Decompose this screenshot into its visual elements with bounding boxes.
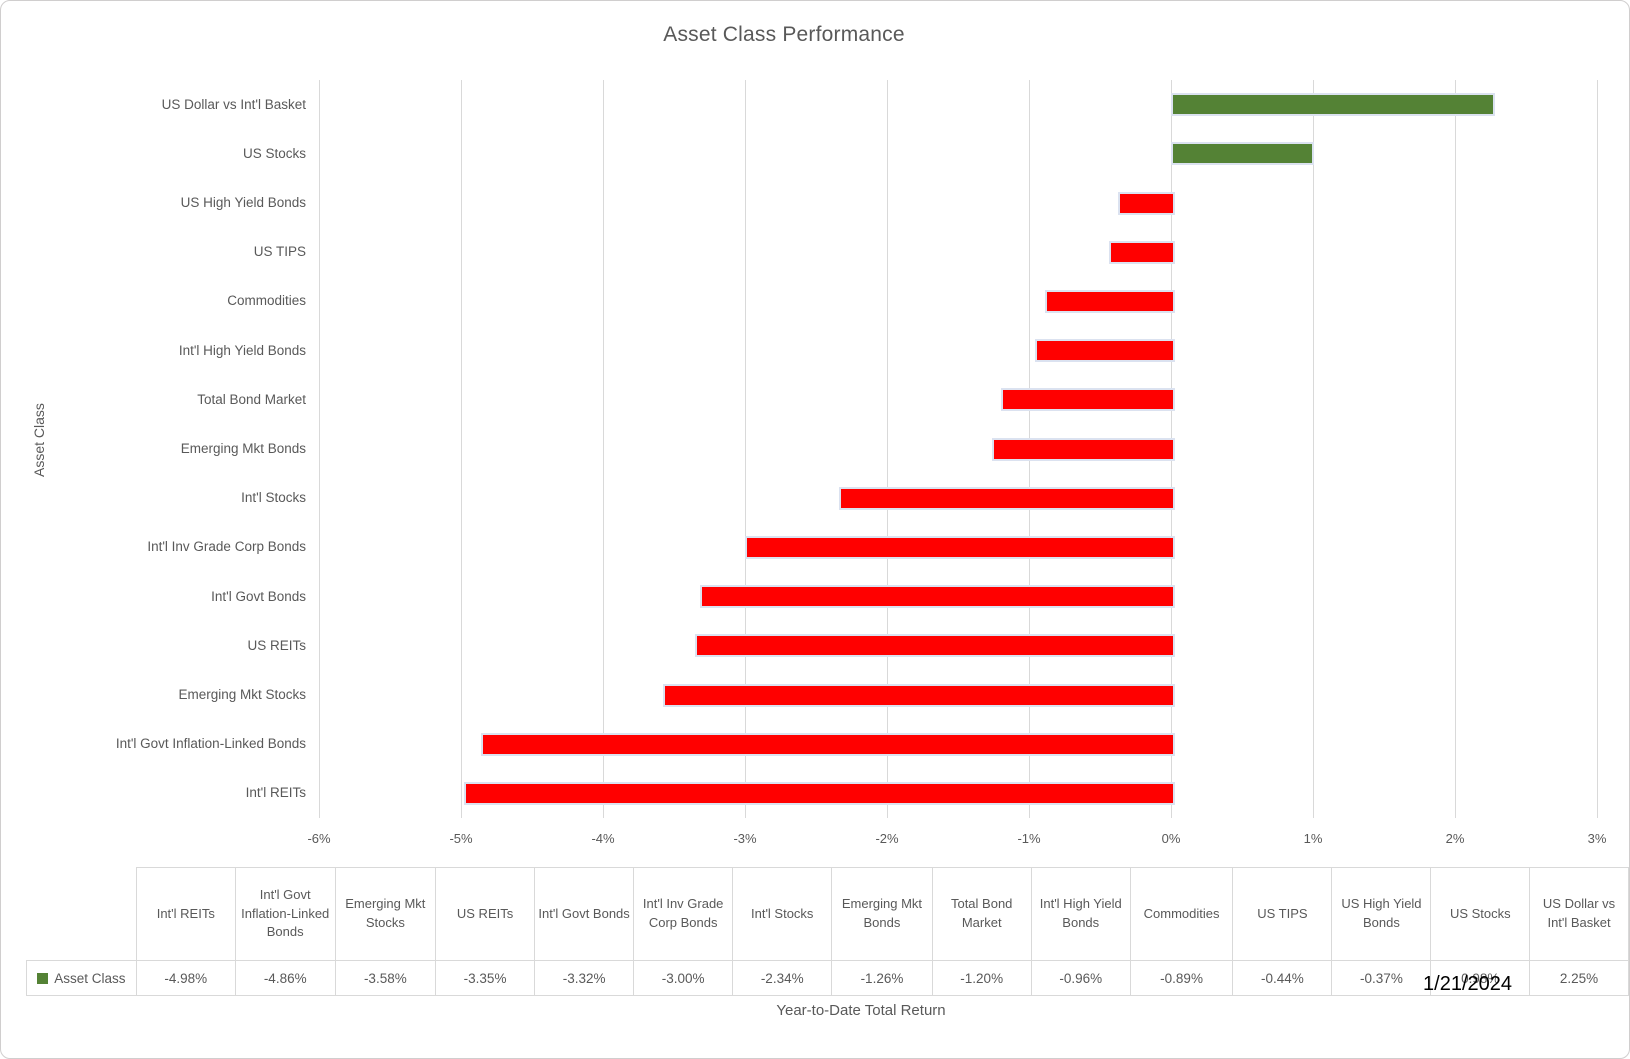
x-tick-label-neg5pct: -5% <box>449 831 473 846</box>
category-label-int-l-high-yield-bonds: Int'l High Yield Bonds <box>178 342 306 358</box>
table-value-emerging-mkt-bonds: -1.26% <box>831 960 933 996</box>
category-label-emerging-mkt-stocks: Emerging Mkt Stocks <box>178 687 306 702</box>
category-label-commodities: Commodities <box>227 293 306 309</box>
bar-int-l-inv-grade-corp-bonds[interactable] <box>745 535 1175 559</box>
gridline <box>1313 80 1314 818</box>
table-value-int-l-inv-grade-corp-bonds: -3.00% <box>633 960 734 996</box>
table-header-us-dollar-vs-int-l-basket: US Dollar vs Int'l Basket <box>1529 867 1629 961</box>
bar-emerging-mkt-stocks[interactable] <box>662 683 1175 707</box>
table-value-us-tips: -0.44% <box>1232 960 1333 996</box>
gridline <box>319 80 320 818</box>
category-label-int-l-reits: Int'l REITs <box>245 785 306 801</box>
x-tick-label-0pct: 0% <box>1161 831 1181 846</box>
category-label-total-bond-market: Total Bond Market <box>197 391 306 407</box>
legend-key-icon <box>37 972 49 984</box>
table-value-int-l-high-yield-bonds: -0.96% <box>1030 960 1131 996</box>
category-label-us-reits: US REITs <box>247 637 306 653</box>
table-value-int-l-reits: -4.98% <box>135 960 236 996</box>
bar-int-l-govt-inflation-linked-bonds[interactable] <box>480 732 1175 756</box>
table-header-int-l-high-yield-bonds: Int'l High Yield Bonds <box>1030 867 1131 961</box>
table-value-us-stocks: 0.98% <box>1430 960 1531 996</box>
table-header-emerging-mkt-bonds: Emerging Mkt Bonds <box>831 867 933 961</box>
table-header-us-tips: US TIPS <box>1232 867 1333 961</box>
bar-emerging-mkt-bonds[interactable] <box>992 437 1175 461</box>
bar-commodities[interactable] <box>1044 289 1175 313</box>
table-value-us-reits: -3.35% <box>435 960 536 996</box>
table-value-us-dollar-vs-int-l-basket: 2.25% <box>1529 960 1629 996</box>
bar-us-reits[interactable] <box>695 634 1175 658</box>
x-tick-label-neg2pct: -2% <box>875 831 899 846</box>
bar-int-l-stocks[interactable] <box>838 486 1175 510</box>
table-corner-spacer <box>27 868 137 961</box>
table-value-row: Asset Class -4.98% -4.86% -3.58% -3.35% -3.3… <box>26 960 1629 996</box>
gridline <box>603 80 604 818</box>
table-value-emerging-mkt-stocks: -3.58% <box>334 960 437 996</box>
x-axis-title: Year-to-Date Total Return <box>776 1002 946 1019</box>
gridline <box>745 80 746 818</box>
table-header-int-l-inv-grade-corp-bonds: Int'l Inv Grade Corp Bonds <box>633 867 734 961</box>
table-value-int-l-stocks: -2.34% <box>732 960 833 996</box>
chart-data-table: Int'l REITs Int'l Govt Inflation-Linked B… <box>26 867 1629 996</box>
category-label-us-dollar-vs-int-l-basket: US Dollar vs Int'l Basket <box>161 96 306 112</box>
table-value-commodities: -0.89% <box>1129 960 1234 996</box>
bar-total-bond-market[interactable] <box>1000 388 1175 412</box>
table-header-int-l-govt-bonds: Int'l Govt Bonds <box>534 867 635 961</box>
table-header-us-stocks: US Stocks <box>1430 867 1531 961</box>
table-header-int-l-govt-inflation-linked-bonds: Int'l Govt Inflation-Linked Bonds <box>234 867 336 961</box>
gridline <box>461 80 462 818</box>
table-value-int-l-govt-bonds: -3.32% <box>534 960 635 996</box>
gridline <box>1455 80 1456 818</box>
category-label-us-stocks: US Stocks <box>242 145 306 161</box>
gridline <box>887 80 888 818</box>
category-label-us-tips: US TIPS <box>253 244 306 260</box>
table-value-int-l-govt-inflation-linked-bonds: -4.86% <box>234 960 336 996</box>
x-tick-label-neg4pct: -4% <box>591 831 615 846</box>
chart-title: Asset Class Performance <box>663 23 905 46</box>
bar-int-l-govt-bonds[interactable] <box>699 585 1175 609</box>
bar-int-l-reits[interactable] <box>463 781 1175 805</box>
category-label-int-l-inv-grade-corp-bonds: Int'l Inv Grade Corp Bonds <box>147 539 306 555</box>
category-label-emerging-mkt-bonds: Emerging Mkt Bonds <box>180 441 306 456</box>
x-tick-label-neg6pct: -6% <box>307 831 331 846</box>
gridline <box>1597 80 1598 818</box>
table-header-int-l-reits: Int'l REITs <box>135 867 236 961</box>
legend-cell: Asset Class <box>26 960 137 996</box>
table-header-int-l-stocks: Int'l Stocks <box>732 867 833 961</box>
bar-us-stocks[interactable] <box>1171 142 1315 166</box>
x-tick-label-3pct: 3% <box>1587 831 1607 846</box>
bar-us-high-yield-bonds[interactable] <box>1118 191 1175 215</box>
bar-us-dollar-vs-int-l-basket[interactable] <box>1171 93 1495 117</box>
bar-int-l-high-yield-bonds[interactable] <box>1034 339 1175 363</box>
x-tick-label-neg1pct: -1% <box>1017 831 1041 846</box>
table-header-total-bond-market: Total Bond Market <box>931 867 1032 961</box>
category-label-int-l-govt-inflation-linked-bonds: Int'l Govt Inflation-Linked Bonds <box>115 736 306 752</box>
table-header-us-high-yield-bonds: US High Yield Bonds <box>1331 867 1432 961</box>
table-value-us-high-yield-bonds: -0.37% <box>1331 960 1432 996</box>
category-label-int-l-govt-bonds: Int'l Govt Bonds <box>211 588 306 604</box>
table-header-us-reits: US REITs <box>435 867 536 961</box>
table-header-emerging-mkt-stocks: Emerging Mkt Stocks <box>334 867 437 961</box>
table-header-commodities: Commodities <box>1129 867 1234 961</box>
bar-us-tips[interactable] <box>1108 240 1175 264</box>
x-tick-label-1pct: 1% <box>1303 831 1323 846</box>
category-label-int-l-stocks: Int'l Stocks <box>241 490 306 506</box>
plot-area <box>319 80 1598 818</box>
x-tick-label-2pct: 2% <box>1445 831 1465 846</box>
category-label-us-high-yield-bonds: US High Yield Bonds <box>180 195 306 210</box>
date-label: 1/21/2024 <box>1423 973 1512 995</box>
table-header-row: Int'l REITs Int'l Govt Inflation-Linked B… <box>27 867 1629 961</box>
table-value-total-bond-market: -1.20% <box>931 960 1032 996</box>
legend-label: Asset Class <box>54 970 126 986</box>
x-tick-label-neg3pct: -3% <box>733 831 757 846</box>
